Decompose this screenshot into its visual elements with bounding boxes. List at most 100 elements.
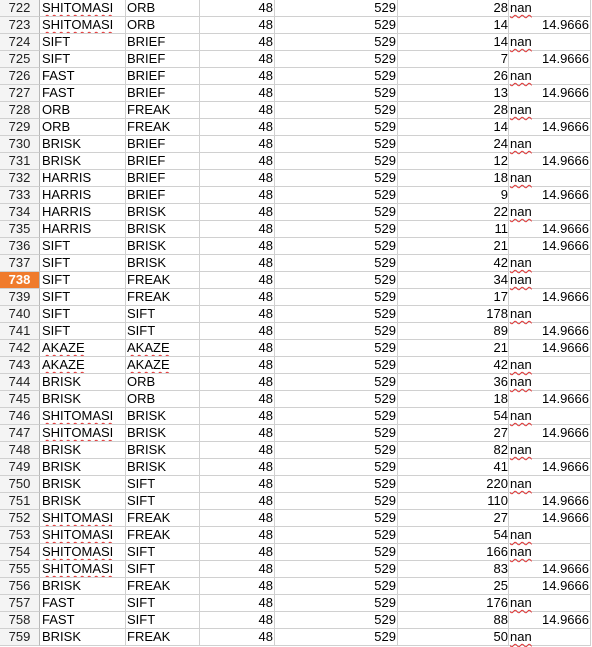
cell-value-f[interactable] bbox=[509, 255, 591, 272]
cell-descriptor[interactable]: SIFT bbox=[126, 595, 200, 612]
cell-descriptor[interactable]: ORB bbox=[126, 0, 200, 17]
cell-value-d[interactable]: 529 bbox=[275, 391, 398, 408]
cell-value-f[interactable]: 14.9666 bbox=[509, 612, 591, 629]
cell-descriptor[interactable]: BRIEF bbox=[126, 153, 200, 170]
cell-value-e[interactable]: 89 bbox=[398, 323, 509, 340]
cell-value-c[interactable]: 48 bbox=[200, 459, 275, 476]
cell-value-c[interactable]: 48 bbox=[200, 612, 275, 629]
cell-detector[interactable]: BRISK bbox=[40, 476, 126, 493]
cell-value-f[interactable]: 14.9666 bbox=[509, 510, 591, 527]
cell-value-d[interactable]: 529 bbox=[275, 34, 398, 51]
cell-value-c[interactable]: 48 bbox=[200, 578, 275, 595]
cell-descriptor[interactable]: BRIEF bbox=[126, 68, 200, 85]
cell-value-d[interactable]: 529 bbox=[275, 187, 398, 204]
cell-descriptor[interactable]: AKAZE bbox=[126, 340, 200, 357]
cell-value-f[interactable]: 14.9666 bbox=[509, 221, 591, 238]
cell-value-e[interactable]: 28 bbox=[398, 0, 509, 17]
cell-descriptor[interactable]: SIFT bbox=[126, 476, 200, 493]
row-header[interactable]: 749 bbox=[0, 459, 40, 476]
cell-detector[interactable]: SHITOMASI bbox=[40, 561, 126, 578]
cell-value-f[interactable] bbox=[509, 629, 591, 646]
row-header[interactable]: 752 bbox=[0, 510, 40, 527]
cell-descriptor[interactable]: SIFT bbox=[126, 306, 200, 323]
cell-detector[interactable]: BRISK bbox=[40, 442, 126, 459]
row-header[interactable]: 735 bbox=[0, 221, 40, 238]
cell-descriptor[interactable]: BRIEF bbox=[126, 85, 200, 102]
cell-value-c[interactable]: 48 bbox=[200, 170, 275, 187]
cell-value-e[interactable]: 110 bbox=[398, 493, 509, 510]
cell-detector[interactable]: SHITOMASI bbox=[40, 544, 126, 561]
cell-detector[interactable]: HARRIS bbox=[40, 221, 126, 238]
cell-value-d[interactable]: 529 bbox=[275, 119, 398, 136]
cell-value-f[interactable]: 14.9666 bbox=[509, 578, 591, 595]
cell-value-d[interactable]: 529 bbox=[275, 629, 398, 646]
cell-descriptor[interactable]: FREAK bbox=[126, 510, 200, 527]
cell-value-f[interactable] bbox=[509, 68, 591, 85]
cell-detector[interactable]: BRISK bbox=[40, 459, 126, 476]
row-header[interactable]: 747 bbox=[0, 425, 40, 442]
row-header[interactable]: 736 bbox=[0, 238, 40, 255]
cell-value-c[interactable]: 48 bbox=[200, 68, 275, 85]
cell-value-d[interactable]: 529 bbox=[275, 323, 398, 340]
cell-value-d[interactable]: 529 bbox=[275, 493, 398, 510]
cell-value-d[interactable]: 529 bbox=[275, 289, 398, 306]
cell-detector[interactable]: BRISK bbox=[40, 629, 126, 646]
cell-value-c[interactable]: 48 bbox=[200, 221, 275, 238]
cell-descriptor[interactable]: FREAK bbox=[126, 629, 200, 646]
row-header[interactable]: 746 bbox=[0, 408, 40, 425]
row-header[interactable]: 743 bbox=[0, 357, 40, 374]
cell-value-e[interactable]: 42 bbox=[398, 255, 509, 272]
cell-value-d[interactable]: 529 bbox=[275, 102, 398, 119]
cell-value-c[interactable]: 48 bbox=[200, 187, 275, 204]
cell-descriptor[interactable]: FREAK bbox=[126, 272, 200, 289]
cell-value-e[interactable]: 25 bbox=[398, 578, 509, 595]
cell-value-d[interactable]: 529 bbox=[275, 425, 398, 442]
cell-value-e[interactable]: 9 bbox=[398, 187, 509, 204]
cell-value-e[interactable]: 14 bbox=[398, 119, 509, 136]
cell-value-d[interactable]: 529 bbox=[275, 459, 398, 476]
cell-value-d[interactable]: 529 bbox=[275, 306, 398, 323]
row-header[interactable]: 731 bbox=[0, 153, 40, 170]
cell-detector[interactable]: BRISK bbox=[40, 136, 126, 153]
cell-value-f[interactable] bbox=[509, 170, 591, 187]
cell-value-f[interactable] bbox=[509, 272, 591, 289]
row-header[interactable]: 745 bbox=[0, 391, 40, 408]
cell-value-e[interactable]: 18 bbox=[398, 170, 509, 187]
cell-descriptor[interactable]: BRISK bbox=[126, 238, 200, 255]
cell-value-f[interactable]: 14.9666 bbox=[509, 561, 591, 578]
cell-value-f[interactable]: 14.9666 bbox=[509, 238, 591, 255]
cell-value-f[interactable] bbox=[509, 544, 591, 561]
cell-value-d[interactable]: 529 bbox=[275, 357, 398, 374]
cell-value-e[interactable]: 21 bbox=[398, 238, 509, 255]
cell-value-e[interactable]: 27 bbox=[398, 425, 509, 442]
cell-value-e[interactable]: 176 bbox=[398, 595, 509, 612]
cell-value-e[interactable]: 41 bbox=[398, 459, 509, 476]
cell-descriptor[interactable]: BRIEF bbox=[126, 34, 200, 51]
cell-value-c[interactable]: 48 bbox=[200, 17, 275, 34]
cell-value-e[interactable]: 42 bbox=[398, 357, 509, 374]
cell-value-f[interactable]: 14.9666 bbox=[509, 51, 591, 68]
cell-value-c[interactable]: 48 bbox=[200, 153, 275, 170]
cell-detector[interactable]: BRISK bbox=[40, 493, 126, 510]
cell-value-e[interactable]: 22 bbox=[398, 204, 509, 221]
cell-value-d[interactable]: 529 bbox=[275, 136, 398, 153]
cell-value-c[interactable]: 48 bbox=[200, 323, 275, 340]
row-header[interactable]: 759 bbox=[0, 629, 40, 646]
cell-detector[interactable]: AKAZE bbox=[40, 357, 126, 374]
cell-value-f[interactable] bbox=[509, 374, 591, 391]
cell-descriptor[interactable]: AKAZE bbox=[126, 357, 200, 374]
cell-value-d[interactable]: 529 bbox=[275, 544, 398, 561]
cell-value-c[interactable]: 48 bbox=[200, 51, 275, 68]
cell-value-d[interactable]: 529 bbox=[275, 255, 398, 272]
cell-value-c[interactable]: 48 bbox=[200, 119, 275, 136]
cell-descriptor[interactable]: ORB bbox=[126, 17, 200, 34]
cell-detector[interactable]: SIFT bbox=[40, 34, 126, 51]
cell-detector[interactable]: BRISK bbox=[40, 153, 126, 170]
cell-detector[interactable]: HARRIS bbox=[40, 170, 126, 187]
cell-value-f[interactable]: 14.9666 bbox=[509, 85, 591, 102]
cell-value-f[interactable]: 14.9666 bbox=[509, 323, 591, 340]
cell-value-c[interactable]: 48 bbox=[200, 272, 275, 289]
cell-descriptor[interactable]: BRIEF bbox=[126, 187, 200, 204]
cell-detector[interactable]: SIFT bbox=[40, 51, 126, 68]
cell-value-d[interactable]: 529 bbox=[275, 476, 398, 493]
